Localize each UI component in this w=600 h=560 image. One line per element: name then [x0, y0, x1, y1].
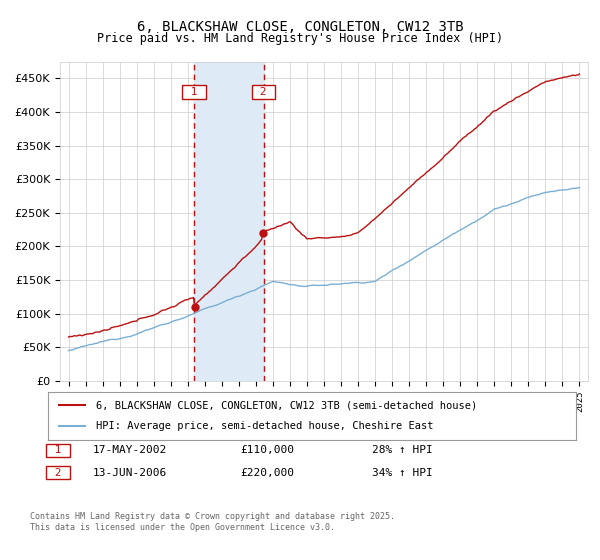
Text: 1: 1 — [184, 87, 205, 97]
Text: Price paid vs. HM Land Registry's House Price Index (HPI): Price paid vs. HM Land Registry's House … — [97, 32, 503, 45]
Text: 34% ↑ HPI: 34% ↑ HPI — [372, 468, 433, 478]
Text: £220,000: £220,000 — [240, 468, 294, 478]
Text: 2: 2 — [48, 468, 68, 478]
Text: 6, BLACKSHAW CLOSE, CONGLETON, CW12 3TB: 6, BLACKSHAW CLOSE, CONGLETON, CW12 3TB — [137, 20, 463, 34]
Text: Contains HM Land Registry data © Crown copyright and database right 2025.
This d: Contains HM Land Registry data © Crown c… — [30, 512, 395, 532]
Text: 13-JUN-2006: 13-JUN-2006 — [93, 468, 167, 478]
Text: £110,000: £110,000 — [240, 445, 294, 455]
Text: 2: 2 — [253, 87, 274, 97]
Text: 28% ↑ HPI: 28% ↑ HPI — [372, 445, 433, 455]
Point — [258, 228, 268, 237]
Bar — [194, 62, 263, 381]
Text: 6, BLACKSHAW CLOSE, CONGLETON, CW12 3TB (semi-detached house): 6, BLACKSHAW CLOSE, CONGLETON, CW12 3TB … — [95, 400, 477, 410]
Point — [190, 302, 200, 311]
Text: HPI: Average price, semi-detached house, Cheshire East: HPI: Average price, semi-detached house,… — [95, 421, 433, 431]
Text: 17-MAY-2002: 17-MAY-2002 — [93, 445, 167, 455]
Text: 1: 1 — [48, 445, 68, 455]
